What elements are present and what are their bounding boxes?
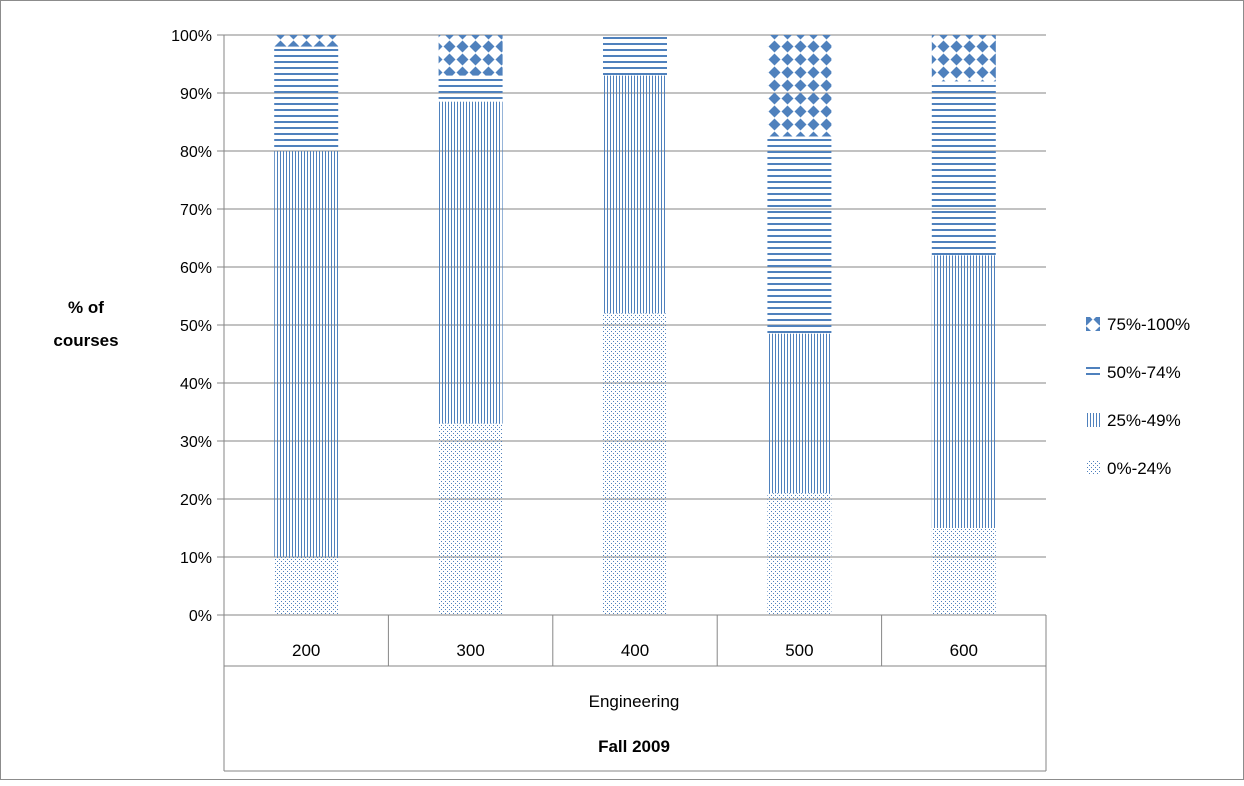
bars — [274, 35, 996, 615]
bar-segment-dots — [438, 423, 503, 615]
y-tick-label: 10% — [180, 550, 212, 567]
x-tick-label: 500 — [785, 641, 813, 660]
bar-segment-horizontal — [767, 136, 832, 334]
legend-swatch — [1086, 365, 1100, 379]
x-tick-label: 300 — [456, 641, 484, 660]
bar-segment-diamonds — [767, 35, 832, 137]
legend-label: 25%-49% — [1107, 411, 1181, 430]
bar-segment-dots — [274, 557, 339, 615]
bar-segment-dots — [767, 493, 832, 615]
legend: 75%-100% 50%-74% 25%-49% 0%-24% — [1086, 315, 1190, 478]
axes: 0% 10% 20% 30% 40% 50% 60% 70% 80% 90% 100% 200 300 4… — [171, 28, 1047, 772]
bar-segment-vertical — [274, 151, 339, 557]
y-tick-label: 20% — [180, 492, 212, 509]
y-tick-label: 60% — [180, 260, 212, 277]
bar-segment-vertical — [603, 75, 667, 314]
bar-segment-diamonds — [438, 35, 503, 76]
bar-segment-diamonds — [274, 35, 339, 47]
legend-swatch — [1086, 461, 1100, 475]
x-tick-label: 400 — [621, 641, 649, 660]
y-tick-label: 40% — [180, 376, 212, 393]
bar-segment-vertical — [931, 255, 996, 528]
bar-segment-horizontal — [603, 35, 667, 76]
bar-segment-dots — [603, 313, 667, 615]
y-tick-label: 90% — [180, 86, 212, 103]
y-tick-label: 70% — [180, 202, 212, 219]
x-axis-group-label: Engineering — [589, 692, 680, 711]
bar-segment-vertical — [767, 333, 832, 494]
x-axis-period-label: Fall 2009 — [598, 737, 670, 756]
bar-segment-horizontal — [438, 75, 503, 102]
x-tick-label: 600 — [950, 641, 978, 660]
legend-swatch — [1086, 317, 1100, 331]
bar-segment-dots — [931, 528, 996, 615]
y-tick-label: 50% — [180, 318, 212, 335]
y-tick-label: 100% — [171, 28, 212, 45]
bar-segment-horizontal — [931, 81, 996, 256]
legend-label: 50%-74% — [1107, 363, 1181, 382]
y-tick-label: 30% — [180, 434, 212, 451]
bar-segment-diamonds — [931, 35, 996, 82]
legend-label: 75%-100% — [1107, 315, 1190, 334]
y-axis-label-line-2: courses — [53, 331, 118, 350]
y-tick-label: 80% — [180, 144, 212, 161]
bar-segment-vertical — [438, 101, 503, 424]
legend-swatch — [1086, 413, 1100, 427]
y-axis-label-line-1: % of — [68, 298, 104, 317]
legend-label: 0%-24% — [1107, 459, 1171, 478]
x-tick-label: 200 — [292, 641, 320, 660]
y-tick-label: 0% — [189, 608, 212, 625]
bar-segment-horizontal — [274, 46, 339, 151]
